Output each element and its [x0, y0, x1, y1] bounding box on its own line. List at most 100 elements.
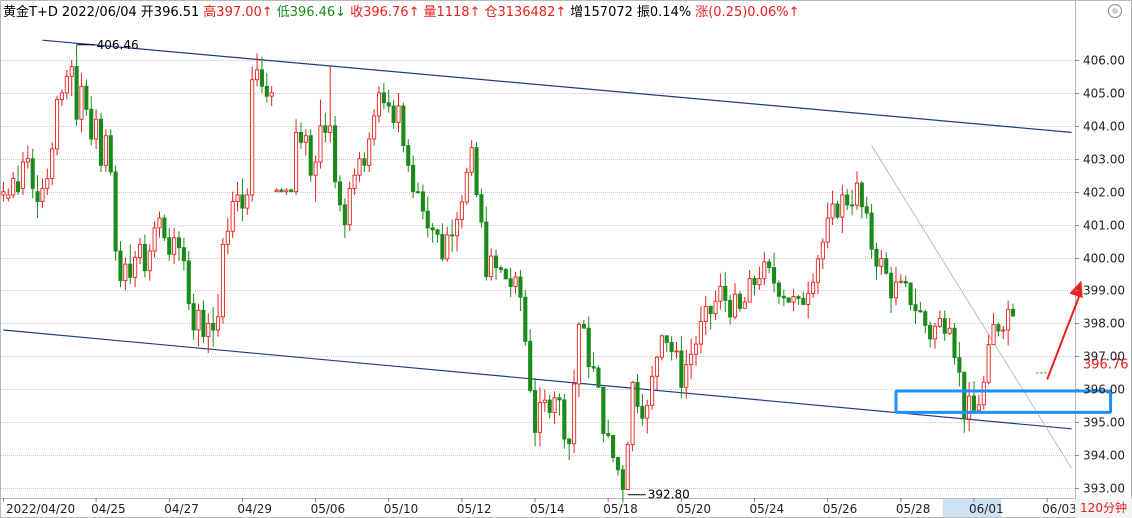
candle-body — [196, 309, 201, 331]
y-tick-label: 399.00 — [1083, 284, 1125, 298]
candle-body — [879, 258, 884, 267]
candle-body — [172, 237, 177, 255]
candle-body — [820, 241, 825, 260]
candle-body — [562, 399, 567, 440]
position-label: 仓3136482↑ — [484, 5, 567, 20]
candle-body — [240, 194, 245, 209]
candle-body — [791, 296, 796, 303]
trendline — [42, 39, 1072, 133]
volume-label: 量1118↑ — [423, 5, 481, 20]
candle-body — [503, 269, 508, 280]
candle-body — [464, 171, 469, 203]
candle-body — [1001, 329, 1006, 332]
candle-body — [25, 158, 30, 163]
candle-body — [898, 280, 903, 283]
x-tick-label: 2022/04/20 — [6, 502, 75, 516]
candle-body — [30, 158, 35, 189]
candle-body — [796, 296, 801, 299]
candle-body — [947, 327, 952, 334]
candle-body — [986, 344, 991, 383]
candle-body — [732, 293, 738, 318]
trendline — [3, 329, 1072, 430]
x-tick-label: 05/28 — [896, 502, 931, 516]
candle-body — [552, 397, 557, 413]
candle-body — [708, 305, 713, 315]
candle-body — [420, 191, 425, 212]
candle-body — [352, 174, 357, 189]
candle-body — [1, 191, 6, 196]
candle-body — [533, 390, 538, 433]
settings-dot-icon[interactable] — [1108, 4, 1122, 18]
candle-body — [142, 243, 147, 272]
x-tick-label: 05/20 — [676, 502, 711, 516]
close-label: 收396.76↑ — [350, 5, 420, 20]
candle-body — [55, 99, 60, 150]
candle-body — [874, 248, 879, 267]
candle-body — [572, 383, 577, 445]
candle-body — [298, 131, 304, 143]
candle-body — [567, 438, 572, 445]
candle-body — [962, 371, 967, 420]
candle-body — [386, 102, 391, 107]
candle-body — [230, 201, 235, 232]
candle-body — [435, 229, 440, 235]
y-tick-label: 398.00 — [1083, 317, 1125, 331]
extreme-value-label: 406.46 — [97, 38, 139, 52]
candle-body — [74, 66, 79, 120]
candle-body — [737, 293, 742, 309]
candle-body — [747, 278, 752, 303]
candle-body — [498, 267, 503, 270]
candle-body — [576, 323, 582, 385]
candle-body — [981, 381, 986, 406]
y-tick-label: 406.00 — [1083, 54, 1125, 68]
y-tick-label: 401.00 — [1083, 219, 1125, 233]
candle-body — [640, 405, 645, 419]
candle-body — [250, 79, 255, 196]
candle-body — [323, 125, 328, 133]
candle-body — [147, 250, 152, 272]
candle-body — [923, 311, 928, 326]
x-tick-label: 05/24 — [750, 502, 785, 516]
candle-body — [684, 364, 689, 388]
candle-body — [308, 135, 313, 176]
trendline — [871, 145, 1072, 469]
candle-body — [937, 318, 942, 327]
candle-body — [928, 324, 933, 340]
candle-body — [113, 171, 118, 252]
candle-body — [850, 204, 855, 207]
candle-body — [294, 131, 299, 193]
candle-body — [528, 340, 533, 391]
candle-body — [235, 194, 240, 203]
candle-body — [328, 125, 333, 133]
candle-body — [781, 295, 786, 299]
candle-body — [333, 125, 338, 183]
candle-body — [664, 335, 669, 343]
candle-body — [620, 469, 625, 490]
candle-body — [411, 164, 416, 193]
candle-body — [289, 189, 294, 193]
candle-body — [186, 260, 191, 305]
candle-body — [957, 357, 962, 373]
candle-body — [64, 75, 69, 94]
candle-body — [176, 237, 182, 249]
y-tick-label: 393.00 — [1083, 482, 1125, 496]
x-axis: 2022/04/20 04/25 04/27 04/29 05/06 05/10 05/12… — [2, 498, 1077, 517]
candle-body — [440, 233, 445, 260]
candle-body — [547, 399, 552, 413]
candle-body — [337, 181, 343, 206]
candle-body — [1006, 308, 1011, 331]
candle-body — [625, 444, 630, 490]
candle-body — [884, 258, 889, 274]
high-label: 高397.00↑ — [203, 5, 273, 20]
candle-body — [474, 147, 479, 196]
x-tick-label: 04/27 — [164, 502, 199, 516]
candle-body — [689, 353, 694, 366]
candle-body — [16, 181, 21, 193]
candle-body — [201, 309, 206, 338]
candle-body — [845, 194, 850, 206]
candle-body — [35, 191, 40, 203]
candle-body — [601, 386, 606, 434]
period-selector[interactable]: 120分钟 — [1075, 499, 1132, 518]
x-tick-label: 04/25 — [91, 502, 126, 516]
